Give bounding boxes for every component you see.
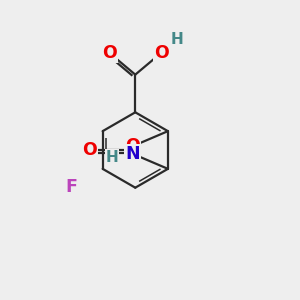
- Text: H: H: [106, 150, 118, 165]
- Text: O: O: [154, 44, 169, 62]
- Text: O: O: [82, 141, 97, 159]
- Text: F: F: [66, 178, 77, 196]
- Text: O: O: [102, 44, 117, 62]
- Text: N: N: [125, 145, 140, 163]
- Text: O: O: [125, 137, 140, 155]
- Text: H: H: [171, 32, 183, 47]
